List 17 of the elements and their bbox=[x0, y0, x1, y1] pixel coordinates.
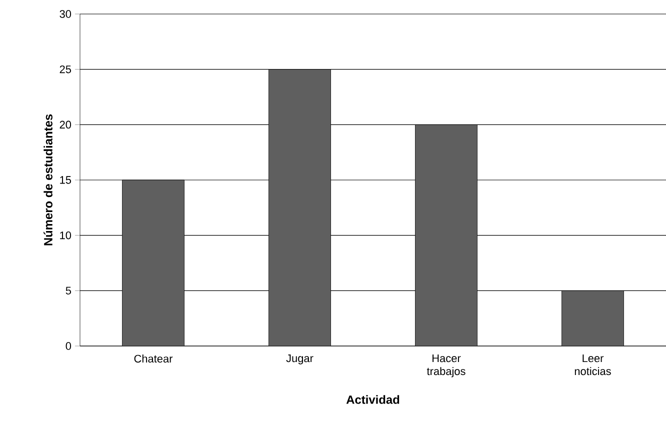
x-tick-label: Jugar bbox=[286, 354, 314, 364]
bar bbox=[415, 124, 478, 346]
x-axis-title: Actividad bbox=[346, 395, 400, 404]
y-tick-label: 10 bbox=[60, 231, 72, 240]
y-tick-label: 30 bbox=[60, 10, 72, 18]
x-tick-label: Hacer trabajos bbox=[426, 354, 466, 378]
x-tick-label: Chatear bbox=[134, 354, 173, 363]
y-tick-label: 25 bbox=[60, 65, 72, 74]
y-tick-label: 15 bbox=[60, 176, 72, 184]
y-tick-label: 0 bbox=[66, 342, 72, 350]
bar bbox=[122, 180, 184, 346]
y-tick-label: 5 bbox=[66, 286, 72, 294]
bar bbox=[562, 290, 624, 346]
y-axis-title: Número de estudiantes bbox=[44, 114, 52, 246]
x-tick-label: Leer noticias bbox=[574, 354, 611, 376]
y-tick-label: 20 bbox=[60, 120, 72, 129]
bar bbox=[268, 69, 331, 346]
